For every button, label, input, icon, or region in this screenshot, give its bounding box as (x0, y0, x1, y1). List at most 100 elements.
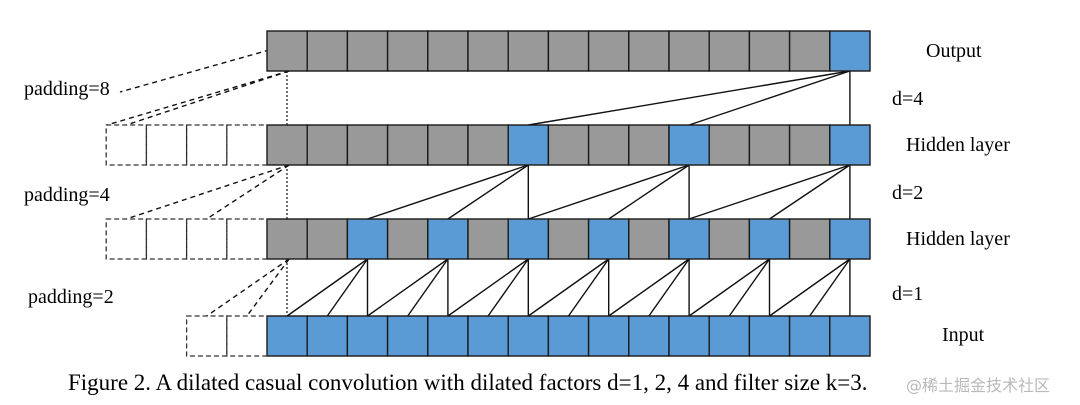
edge-line-dashed (126, 70, 290, 126)
edge-line (608, 164, 690, 220)
active-cell (829, 30, 871, 72)
inactive-cell (788, 124, 831, 166)
inactive-cell (547, 124, 590, 166)
dilation-label-d4: d=4 (892, 88, 924, 110)
edge-line (367, 164, 529, 220)
padding-cell (185, 124, 228, 166)
inactive-cell (628, 218, 670, 260)
edge-line (447, 258, 529, 317)
layer-label-hidden-2: Hidden layer (906, 134, 1010, 156)
layer-label-output: Output (926, 40, 982, 62)
padding-cell (226, 124, 268, 166)
edge-line (326, 258, 369, 317)
edge-line (528, 164, 690, 220)
inactive-cell (427, 30, 469, 72)
inactive-cell (306, 124, 349, 166)
inactive-cell (547, 30, 590, 72)
active-cell (829, 315, 871, 357)
inactive-cell (467, 124, 509, 166)
padding-cell (145, 124, 188, 166)
inactive-cell (587, 124, 630, 166)
inactive-cell (668, 30, 710, 72)
edge-line-dashed (206, 164, 290, 220)
active-cell (788, 315, 831, 357)
active-cell (748, 218, 791, 260)
padding-cell (105, 124, 148, 166)
active-cell (306, 315, 349, 357)
padding-cell (226, 315, 268, 357)
edge-line (608, 258, 690, 317)
figure-caption: Figure 2. A dilated casual convolution w… (68, 370, 868, 395)
edge-line (527, 258, 610, 317)
active-cell (346, 218, 389, 260)
padding-cell (145, 218, 188, 260)
dilation-label-d2: d=2 (892, 182, 924, 204)
active-cell (668, 218, 710, 260)
inactive-cell (266, 30, 308, 72)
inactive-cell (266, 218, 308, 260)
active-cell (829, 124, 871, 166)
active-cell (668, 315, 710, 357)
inactive-cell (788, 218, 831, 260)
inactive-cell (266, 124, 308, 166)
edge-line (286, 258, 368, 317)
edge-line-dashed (119, 44, 288, 93)
inactive-cell (587, 30, 630, 72)
edge-line-dashed (106, 70, 290, 126)
layer-label-hidden-1: Hidden layer (906, 228, 1010, 250)
active-cell (427, 218, 469, 260)
inactive-cell (748, 124, 791, 166)
inactive-cell (507, 30, 550, 72)
inactive-cell (467, 218, 509, 260)
edge-line (528, 70, 851, 126)
edge-line (447, 164, 529, 220)
active-cell (507, 218, 550, 260)
edge-line-dashed (206, 258, 290, 317)
active-cell (708, 315, 751, 357)
edge-line (487, 258, 529, 317)
active-cell (547, 315, 590, 357)
edge-line (688, 164, 851, 220)
padding-cell (105, 218, 148, 260)
active-cell (829, 218, 871, 260)
active-cell (427, 315, 469, 357)
inactive-cell (708, 30, 751, 72)
active-cell (507, 124, 550, 166)
inactive-cell (628, 124, 670, 166)
edge-line (567, 258, 610, 317)
inactive-cell (708, 124, 751, 166)
edge-line-dashed (246, 258, 290, 317)
active-cell (386, 315, 429, 357)
inactive-cell (708, 218, 751, 260)
edge-line (769, 258, 851, 317)
active-cell (587, 315, 630, 357)
padding-label-4: padding=4 (24, 184, 110, 206)
inactive-cell (386, 218, 429, 260)
inactive-cell (306, 30, 349, 72)
padding-cell (185, 315, 228, 357)
edge-line (769, 164, 851, 220)
inactive-cell (427, 124, 469, 166)
edge-line-dashed (126, 164, 290, 220)
inactive-cell (547, 218, 590, 260)
active-cell (266, 315, 308, 357)
edge-line (688, 70, 851, 126)
inactive-cell (628, 30, 670, 72)
active-cell (346, 315, 389, 357)
edge-line (688, 258, 770, 317)
dilation-label-d1: d=1 (892, 283, 924, 305)
padding-cell (226, 218, 268, 260)
active-cell (748, 315, 791, 357)
active-cell (587, 218, 630, 260)
edge-line (809, 258, 851, 317)
inactive-cell (346, 30, 389, 72)
active-cell (507, 315, 550, 357)
edge-line (367, 258, 449, 317)
active-cell (668, 124, 710, 166)
inactive-cell (386, 30, 429, 72)
inactive-cell (788, 30, 831, 72)
edge-line (407, 258, 449, 317)
layer-label-input: Input (942, 324, 985, 346)
